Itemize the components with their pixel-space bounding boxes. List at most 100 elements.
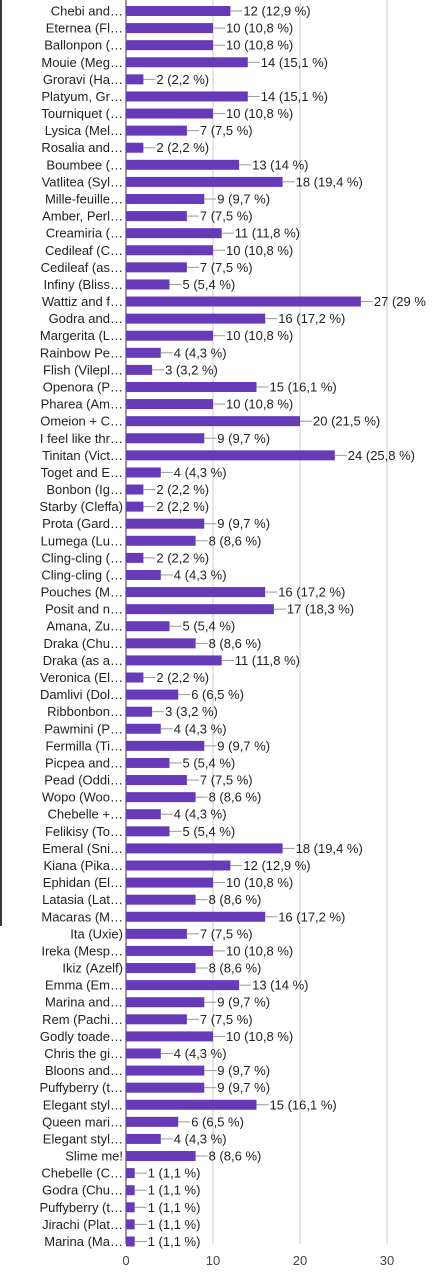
data-label: 2 (2,2 %): [156, 499, 209, 514]
bar: [126, 843, 283, 854]
data-label: 9 (9,7 %): [217, 191, 270, 206]
bar: [126, 638, 196, 649]
category-label: Flish (Vilepl…: [43, 362, 123, 377]
bar: [126, 484, 144, 495]
data-label: 8 (8,6 %): [209, 790, 262, 805]
data-label: 17 (18,3 %): [287, 602, 354, 617]
data-label: 10 (10,8 %): [226, 21, 293, 36]
bar: [126, 1236, 135, 1247]
category-label: Infiny (Bliss…: [44, 277, 123, 292]
bar: [126, 159, 240, 170]
bar: [126, 399, 213, 410]
bar: [126, 108, 213, 119]
category-label: Marina (Ma…: [44, 1234, 123, 1249]
data-label: 7 (7,5 %): [200, 773, 253, 788]
bar: [126, 228, 222, 239]
category-label: Godra (Chu…: [42, 1183, 123, 1198]
data-label: 10 (10,8 %): [226, 875, 293, 890]
data-label: 16 (17,2 %): [278, 585, 345, 600]
category-label: Wopo (Woo…: [42, 790, 123, 805]
bar: [126, 193, 205, 204]
category-label: Rainbow Pe…: [40, 345, 123, 360]
category-label: Prota (Gard…: [42, 516, 123, 531]
category-label: Pharea (Am…: [41, 397, 123, 412]
data-label: 7 (7,5 %): [200, 1012, 253, 1027]
data-label: 16 (17,2 %): [278, 909, 345, 924]
category-label: Puffyberry (t…: [39, 1080, 123, 1095]
category-label: Chebelle (C…: [41, 1166, 123, 1181]
category-label: Boumbee (…: [46, 157, 123, 172]
bar: [126, 501, 144, 512]
bar: [126, 279, 170, 290]
category-label: Cling-cling (…: [41, 550, 123, 565]
data-label: 4 (4,3 %): [174, 345, 227, 360]
bar: [126, 176, 283, 187]
data-label: 9 (9,7 %): [217, 431, 270, 446]
data-label: 20 (21,5 %): [313, 414, 380, 429]
bar: [126, 125, 187, 136]
bar: [126, 245, 213, 256]
data-label: 5 (5,4 %): [183, 277, 236, 292]
data-label: 1 (1,1 %): [148, 1166, 201, 1181]
x-tick-label: 30: [380, 1253, 394, 1268]
category-label: Latasia (Lat…: [42, 892, 123, 907]
bar: [126, 980, 240, 991]
category-label: Emma (Em…: [45, 978, 123, 993]
category-label: Bloons and…: [45, 1063, 123, 1078]
bar: [126, 655, 222, 666]
category-label: Lumega (Lu…: [41, 533, 123, 548]
category-label: Pead (Oddi…: [44, 773, 123, 788]
data-label: 1 (1,1 %): [148, 1200, 201, 1215]
data-label: 2 (2,2 %): [156, 72, 209, 87]
data-label: 4 (4,3 %): [174, 1046, 227, 1061]
bar: [126, 211, 187, 222]
category-label: Slime me!: [65, 1149, 123, 1164]
bar: [126, 792, 196, 803]
bar: [126, 6, 231, 16]
bar: [126, 894, 196, 905]
category-label: Mille-feuille…: [45, 191, 123, 206]
bar: [126, 860, 231, 871]
bar: [126, 1133, 161, 1144]
bar: [126, 518, 205, 529]
category-label: Chris the gi…: [44, 1046, 123, 1061]
bar: [126, 997, 205, 1008]
category-label: Vatlitea (Syl…: [42, 174, 123, 189]
data-label: 10 (10,8 %): [226, 328, 293, 343]
category-label: Ireka (Mesp…: [41, 943, 123, 958]
data-label: 1 (1,1 %): [148, 1234, 201, 1249]
data-label: 4 (4,3 %): [174, 721, 227, 736]
data-label: 8 (8,6 %): [209, 636, 262, 651]
category-label: Amana, Zu…: [46, 619, 123, 634]
category-label: Ikiz (Azelf): [62, 961, 123, 976]
data-label: 4 (4,3 %): [174, 1131, 227, 1146]
category-label: I feel like thr…: [40, 431, 123, 446]
category-label: Rosalia and…: [41, 140, 123, 155]
category-label: Cling-cling (…: [41, 567, 123, 582]
bar: [126, 1048, 161, 1059]
category-label: Starby (Cleffa): [39, 499, 123, 514]
bar: [126, 347, 161, 358]
category-label: Tinitan (Vict…: [42, 448, 123, 463]
bar: [126, 1202, 135, 1213]
bar: [126, 433, 205, 444]
data-label: 27 (29 %: [374, 294, 426, 309]
bar: [126, 1082, 205, 1093]
bar: [126, 689, 179, 700]
bar: [126, 313, 266, 324]
bar: [126, 911, 266, 922]
category-label: Macaras (M…: [41, 909, 123, 924]
category-label: Ita (Uxie): [70, 926, 123, 941]
bar: [126, 1116, 179, 1127]
category-label: Fermilla (Ti…: [45, 738, 123, 753]
x-tick-label: 10: [206, 1253, 220, 1268]
data-label: 5 (5,4 %): [183, 824, 236, 839]
category-label: Cedileaf (C…: [45, 243, 123, 258]
category-label: Ribbonbon…: [47, 704, 123, 719]
bar: [126, 1065, 205, 1076]
data-label: 9 (9,7 %): [217, 995, 270, 1010]
category-label: Ballonpon (…: [44, 38, 123, 53]
data-label: 10 (10,8 %): [226, 1029, 293, 1044]
category-label: Jirachi (Plat…: [42, 1217, 123, 1232]
